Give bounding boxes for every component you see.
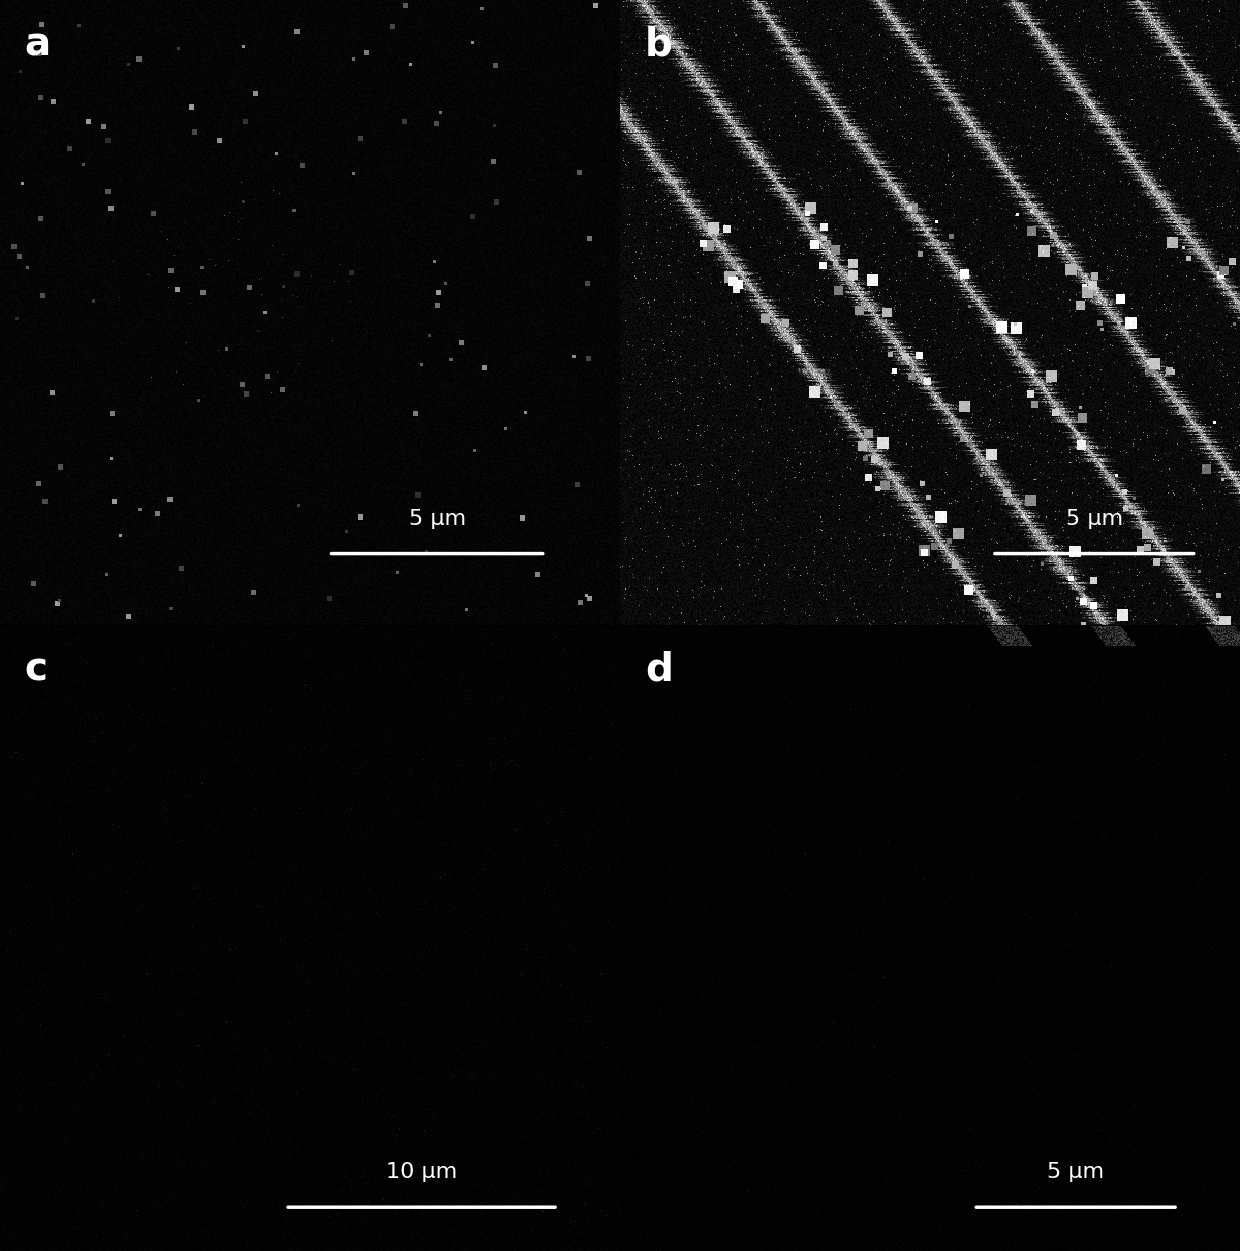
Text: b: b — [645, 25, 672, 63]
Text: 10 μm: 10 μm — [386, 1162, 458, 1182]
Text: c: c — [25, 651, 48, 688]
Text: d: d — [645, 651, 672, 688]
Text: 5 μm: 5 μm — [1065, 509, 1123, 528]
Text: 5 μm: 5 μm — [408, 509, 466, 528]
Text: a: a — [25, 25, 51, 63]
Text: 5 μm: 5 μm — [1047, 1162, 1105, 1182]
